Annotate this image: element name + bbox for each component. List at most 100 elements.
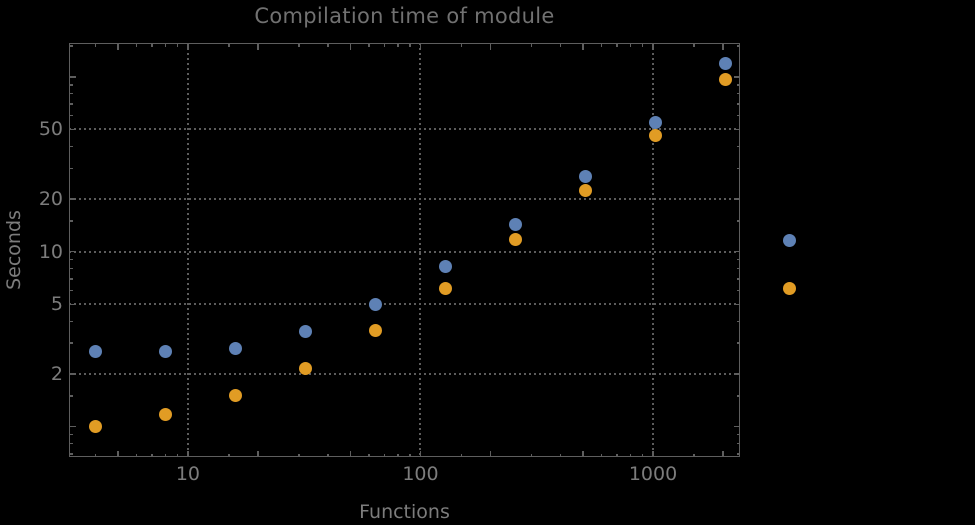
data-point-series-2-orange-x256 bbox=[508, 232, 522, 246]
x-tick-top-10 bbox=[187, 43, 189, 50]
data-point-series-1-blue-x2048 bbox=[718, 57, 732, 71]
x-tick-top-7 bbox=[151, 43, 153, 47]
y-tick-right-3 bbox=[736, 342, 740, 344]
y-tick-right-7 bbox=[736, 278, 740, 280]
x-tick-800 bbox=[629, 453, 632, 457]
y-tick-6 bbox=[69, 289, 73, 292]
y-tick-right-10 bbox=[733, 250, 740, 253]
y-tick-label-5: 5 bbox=[50, 293, 63, 316]
y-tick-right-0.9 bbox=[736, 433, 740, 436]
gridline-y-10 bbox=[69, 250, 740, 253]
data-point-series-2-orange-x1024 bbox=[648, 129, 662, 143]
gridline-x-100 bbox=[419, 43, 422, 457]
x-tick-1000 bbox=[652, 450, 654, 457]
x-tick-top-100 bbox=[419, 43, 422, 50]
y-tick-label-50: 50 bbox=[38, 118, 63, 141]
data-point-series-2-orange-x8 bbox=[158, 408, 172, 422]
x-tick-top-90 bbox=[409, 43, 411, 47]
y-tick-80 bbox=[69, 92, 73, 95]
x-tick-40 bbox=[327, 453, 329, 457]
y-tick-label-2: 2 bbox=[50, 363, 63, 386]
gridline-y-2 bbox=[69, 373, 740, 376]
x-tick-label-1000: 1000 bbox=[628, 463, 678, 485]
data-point-series-1-blue-x16 bbox=[228, 341, 242, 355]
x-tick-top-4 bbox=[94, 43, 97, 47]
y-tick-right-40 bbox=[736, 145, 740, 148]
y-tick-right-1 bbox=[733, 425, 740, 428]
y-tick-right-2 bbox=[733, 373, 740, 375]
gridline-y-20 bbox=[69, 198, 740, 201]
x-tick-20 bbox=[257, 450, 259, 457]
y-tick-100 bbox=[69, 76, 76, 78]
y-tick-right-6 bbox=[736, 289, 740, 292]
data-point-series-1-blue-x1024 bbox=[648, 115, 662, 129]
x-tick-top-200 bbox=[489, 43, 492, 50]
x-tick-8 bbox=[164, 453, 167, 457]
y-tick-20 bbox=[69, 198, 76, 200]
y-tick-right-0.8 bbox=[736, 442, 740, 445]
x-tick-9 bbox=[176, 453, 179, 457]
y-tick-label-10: 10 bbox=[38, 240, 63, 263]
y-tick-7 bbox=[69, 278, 73, 280]
y-tick-90 bbox=[69, 84, 73, 86]
y-tick-right-70 bbox=[736, 103, 740, 105]
x-tick-top-20 bbox=[257, 43, 259, 50]
x-tick-30 bbox=[298, 453, 300, 457]
data-point-series-1-blue-x512 bbox=[578, 170, 592, 184]
y-tick-8 bbox=[69, 267, 73, 270]
x-tick-10 bbox=[187, 450, 189, 457]
data-point-series-1-blue-x4 bbox=[88, 344, 102, 358]
y-tick-right-150 bbox=[736, 45, 740, 47]
y-tick-0.7 bbox=[69, 453, 73, 455]
data-point-series-2-orange-x2048 bbox=[718, 72, 732, 86]
y-tick-label-20: 20 bbox=[38, 188, 63, 211]
x-tick-top-6 bbox=[135, 43, 138, 47]
x-tick-top-900 bbox=[641, 43, 644, 47]
gridline-x-10 bbox=[186, 43, 189, 457]
gridline-y-50 bbox=[69, 128, 740, 131]
x-tick-15 bbox=[228, 453, 230, 457]
x-tick-50 bbox=[349, 450, 352, 457]
plot-legend bbox=[783, 234, 796, 330]
x-tick-top-5 bbox=[117, 43, 119, 50]
y-tick-right-15 bbox=[736, 220, 740, 222]
y-tick-right-80 bbox=[736, 92, 740, 95]
x-tick-1500 bbox=[693, 453, 695, 457]
x-tick-top-1000 bbox=[652, 43, 654, 50]
x-tick-80 bbox=[397, 453, 399, 457]
y-tick-right-30 bbox=[736, 167, 740, 169]
x-tick-top-300 bbox=[530, 43, 533, 47]
x-tick-top-600 bbox=[600, 43, 603, 47]
x-tick-label-10: 10 bbox=[175, 463, 201, 485]
data-point-series-2-orange-x32 bbox=[298, 362, 312, 376]
y-tick-3 bbox=[69, 342, 73, 344]
y-tick-0.9 bbox=[69, 433, 73, 436]
y-tick-right-9 bbox=[736, 258, 740, 261]
data-point-series-2-orange-x128 bbox=[438, 281, 452, 295]
y-tick-5 bbox=[69, 303, 76, 306]
y-tick-1.5 bbox=[69, 395, 73, 397]
x-tick-top-50 bbox=[349, 43, 352, 50]
y-tick-right-100 bbox=[733, 76, 740, 78]
x-tick-top-8 bbox=[164, 43, 167, 47]
x-tick-900 bbox=[641, 453, 644, 457]
y-tick-right-8 bbox=[736, 267, 740, 270]
data-point-series-1-blue-x32 bbox=[298, 325, 312, 338]
x-tick-top-500 bbox=[582, 43, 584, 50]
x-tick-top-700 bbox=[616, 43, 618, 47]
y-tick-60 bbox=[69, 114, 73, 117]
data-point-series-2-orange-x64 bbox=[368, 323, 382, 337]
x-tick-60 bbox=[368, 453, 370, 457]
data-point-series-1-blue-x8 bbox=[158, 344, 172, 358]
x-tick-top-70 bbox=[383, 43, 386, 47]
x-tick-top-9 bbox=[176, 43, 179, 47]
x-tick-top-150 bbox=[460, 43, 463, 47]
data-point-series-2-orange-x16 bbox=[228, 389, 242, 403]
x-tick-400 bbox=[559, 453, 562, 457]
x-tick-150 bbox=[460, 453, 463, 457]
x-tick-top-1500 bbox=[693, 43, 695, 47]
data-point-series-1-blue-x128 bbox=[438, 260, 452, 274]
y-tick-right-4 bbox=[736, 320, 740, 323]
y-tick-4 bbox=[69, 320, 73, 323]
